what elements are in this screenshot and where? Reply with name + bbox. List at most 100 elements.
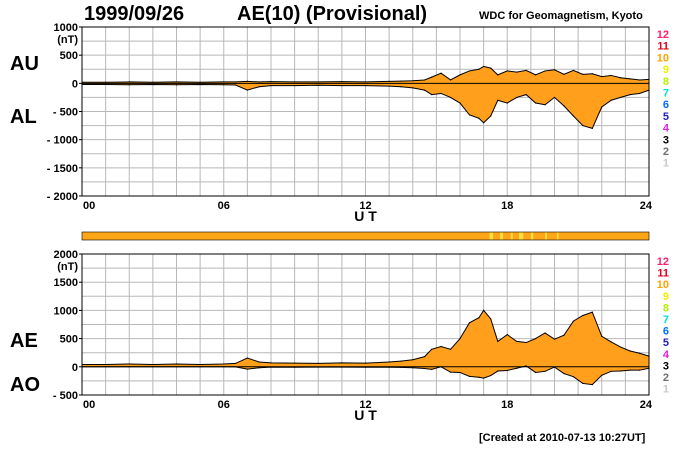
data-point-ao bbox=[506, 369, 508, 372]
y-tick-label: 1000 bbox=[54, 305, 78, 317]
data-point-au bbox=[591, 73, 593, 75]
quality-scale-label: 3 bbox=[663, 134, 669, 146]
data-point-ae bbox=[497, 340, 499, 343]
data-point-al bbox=[497, 99, 499, 101]
data-point-al bbox=[294, 84, 296, 87]
data-point-ae bbox=[128, 363, 130, 365]
data-point-ao bbox=[563, 372, 565, 375]
unit-label: (nT) bbox=[57, 34, 78, 46]
data-point-ae bbox=[388, 361, 390, 363]
quality-scale-label: 4 bbox=[663, 349, 670, 361]
series-fill-area bbox=[82, 310, 649, 385]
data-point-au bbox=[423, 79, 426, 81]
data-point-au bbox=[388, 80, 390, 82]
data-point-al bbox=[423, 89, 426, 91]
data-point-ae bbox=[620, 346, 622, 348]
data-point-ae bbox=[535, 338, 537, 340]
series-line-au bbox=[82, 65, 650, 83]
data-point-ao bbox=[638, 369, 641, 371]
data-point-al bbox=[506, 102, 508, 104]
quality-bar-highlight bbox=[519, 232, 524, 240]
data-point-ao bbox=[478, 376, 480, 378]
data-point-au bbox=[497, 74, 499, 76]
data-point-al bbox=[270, 84, 272, 87]
data-point-al bbox=[553, 96, 556, 99]
y-tick-label: 500 bbox=[60, 50, 78, 62]
data-point-ao bbox=[610, 370, 612, 372]
y-tick-label: 2000 bbox=[54, 249, 78, 261]
quality-scale-label: 1 bbox=[663, 384, 669, 396]
date-label: 1999/09/26 bbox=[84, 3, 185, 25]
data-point-ao bbox=[431, 368, 433, 370]
data-point-ae bbox=[400, 360, 402, 362]
data-point-au bbox=[483, 65, 485, 68]
quality-scale-label: 6 bbox=[663, 99, 669, 111]
data-point-al bbox=[341, 84, 343, 87]
data-point-al bbox=[610, 99, 612, 101]
data-point-al bbox=[388, 85, 390, 87]
data-point-ae bbox=[629, 350, 631, 352]
data-point-au bbox=[341, 81, 343, 83]
data-point-ae bbox=[478, 317, 480, 319]
data-point-au bbox=[199, 81, 201, 83]
data-point-al bbox=[638, 92, 641, 95]
y-tick-label: - 1000 bbox=[47, 135, 78, 147]
data-point-ae bbox=[246, 357, 248, 359]
side-label-upper: AE bbox=[10, 330, 38, 352]
data-point-al bbox=[364, 84, 367, 87]
side-label-upper: AU bbox=[10, 53, 39, 75]
x-tick-label: 06 bbox=[218, 200, 230, 212]
data-point-al bbox=[468, 114, 471, 116]
data-point-ao bbox=[525, 365, 527, 367]
data-point-au bbox=[468, 70, 471, 72]
quality-scale-label: 12 bbox=[657, 29, 669, 41]
data-point-al bbox=[490, 115, 492, 117]
y-tick-label: - 1500 bbox=[47, 163, 78, 175]
data-point-ae bbox=[294, 362, 296, 364]
data-point-ae bbox=[591, 311, 593, 313]
y-tick-label: 500 bbox=[60, 334, 78, 346]
quality-scale-label: 10 bbox=[657, 52, 669, 64]
data-point-ao bbox=[246, 368, 248, 370]
data-point-ae bbox=[610, 341, 612, 343]
y-tick-label: 0 bbox=[72, 362, 78, 374]
data-point-au bbox=[516, 71, 518, 73]
data-point-ao bbox=[258, 367, 260, 369]
x-tick-label: 00 bbox=[83, 200, 95, 212]
data-point-ae bbox=[459, 338, 461, 340]
data-point-al bbox=[152, 83, 154, 86]
series-line-al bbox=[82, 83, 650, 130]
data-point-al bbox=[412, 87, 414, 89]
data-point-au bbox=[440, 72, 442, 74]
x-axis-label: U T bbox=[354, 407, 377, 423]
data-point-ae bbox=[440, 345, 442, 348]
data-point-au bbox=[563, 73, 565, 75]
quality-scale-label: 12 bbox=[657, 256, 669, 268]
data-point-ae bbox=[152, 363, 154, 366]
data-point-au bbox=[544, 70, 546, 72]
quality-scale-label: 8 bbox=[663, 302, 669, 314]
data-point-ao bbox=[535, 371, 537, 374]
y-tick-label: 1000 bbox=[54, 22, 78, 34]
data-point-au bbox=[525, 69, 527, 71]
data-point-ae bbox=[105, 363, 107, 366]
data-point-ae bbox=[582, 314, 584, 317]
data-point-ao bbox=[582, 382, 584, 385]
side-label-lower: AL bbox=[10, 106, 37, 128]
data-point-au bbox=[629, 78, 631, 80]
data-point-au bbox=[478, 68, 480, 70]
data-point-ae bbox=[234, 362, 237, 365]
quality-bar-highlight bbox=[556, 232, 559, 240]
data-point-au bbox=[412, 80, 414, 82]
x-tick-label: 18 bbox=[501, 399, 513, 411]
data-point-au bbox=[128, 81, 130, 83]
data-point-al bbox=[449, 96, 452, 99]
data-point-ae bbox=[483, 309, 485, 311]
data-point-au bbox=[490, 67, 492, 69]
x-tick-label: 24 bbox=[640, 399, 653, 411]
data-point-au bbox=[449, 79, 452, 81]
data-point-au bbox=[400, 80, 402, 82]
data-point-al bbox=[128, 84, 130, 86]
source-label: WDC for Geomagnetism, Kyoto bbox=[479, 10, 643, 22]
